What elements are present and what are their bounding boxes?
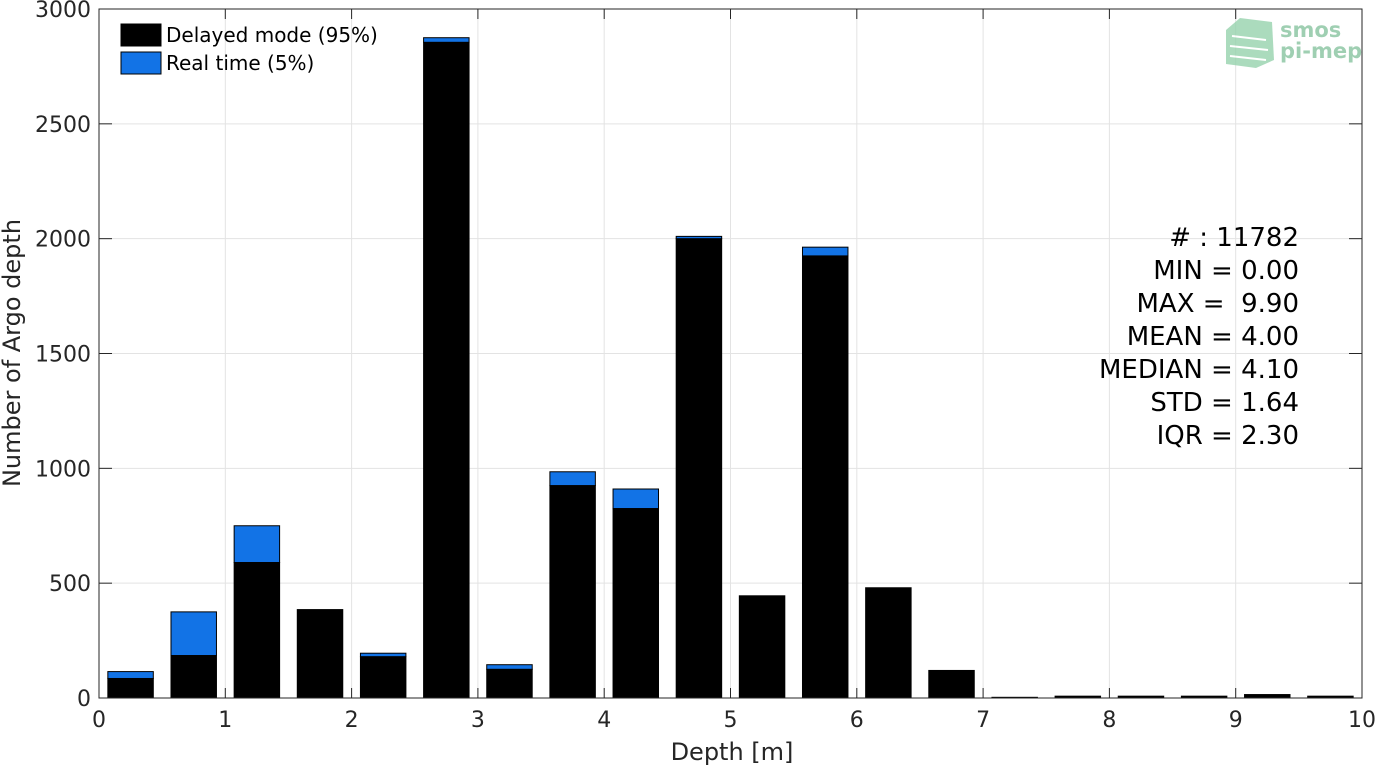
bar-delayed-mode — [486, 668, 533, 699]
smos-pimep-logo: smos pi-mep — [1226, 18, 1362, 68]
bar-real-time — [486, 664, 533, 670]
bar-real-time — [233, 525, 281, 563]
bar-real-time — [549, 471, 596, 487]
y-tick-label: 1000 — [35, 457, 91, 482]
x-tick-label: 6 — [850, 708, 864, 733]
x-tick-label: 1 — [218, 708, 232, 733]
x-tick-label: 10 — [1348, 708, 1376, 733]
stat-std: STD = 1.64 — [1150, 388, 1299, 418]
legend-swatch-realtime — [120, 51, 162, 75]
bar-real-time — [423, 37, 470, 43]
y-tick-label: 1500 — [35, 343, 91, 368]
legend-swatch-delayed — [120, 23, 162, 47]
y-tick-label: 3000 — [35, 0, 91, 23]
bar-delayed-mode — [423, 41, 470, 699]
stat-iqr: IQR = 2.30 — [1157, 421, 1299, 451]
y-tick-label: 500 — [49, 572, 91, 597]
logo-text-pimep: pi-mep — [1280, 39, 1362, 63]
x-tick-label: 0 — [92, 708, 106, 733]
y-tick-label: 2500 — [35, 113, 91, 138]
legend: Delayed mode (95%) Real time (5%) — [120, 23, 378, 75]
legend-label-delayed: Delayed mode (95%) — [166, 23, 378, 47]
bar-real-time — [359, 652, 407, 658]
bar-delayed-mode — [801, 255, 849, 699]
y-tick-label: 2000 — [35, 228, 91, 253]
bar-delayed-mode — [675, 238, 723, 699]
bar-delayed-mode — [738, 595, 786, 699]
x-tick-label: 5 — [724, 708, 738, 733]
bars-group — [107, 37, 1354, 699]
bar-real-time — [675, 235, 723, 240]
bar-real-time — [107, 671, 154, 679]
bar-delayed-mode — [928, 669, 975, 699]
x-axis-label: Depth [m] — [671, 738, 794, 766]
bar-delayed-mode — [296, 609, 344, 699]
stat-max: MAX = 9.90 — [1137, 289, 1300, 319]
bar-real-time — [801, 246, 849, 257]
bar-delayed-mode — [359, 656, 407, 699]
stat-count: # : 11782 — [1169, 223, 1299, 253]
x-tick-label: 3 — [471, 708, 485, 733]
bar-real-time — [612, 488, 660, 510]
bar-real-time — [170, 611, 217, 657]
stat-median: MEDIAN = 4.10 — [1099, 355, 1299, 385]
statistics-annotation: # : 11782 MIN = 0.00 MAX = 9.90 MEAN = 4… — [1099, 223, 1299, 451]
x-tick-label: 7 — [976, 708, 990, 733]
x-tick-label: 2 — [345, 708, 359, 733]
bar-delayed-mode — [107, 677, 154, 699]
bar-delayed-mode — [233, 561, 281, 699]
x-tick-label: 8 — [1102, 708, 1116, 733]
x-tick-labels: 0 1 2 3 4 5 6 7 8 9 10 — [92, 708, 1376, 733]
logo-mark-icon — [1226, 18, 1274, 68]
bar-delayed-mode — [170, 655, 217, 699]
stat-min: MIN = 0.00 — [1153, 256, 1299, 286]
bar-delayed-mode — [1244, 694, 1291, 699]
bar-delayed-mode — [865, 587, 912, 699]
x-tick-label: 9 — [1229, 708, 1243, 733]
tick-marks — [98, 8, 1363, 699]
x-tick-label: 4 — [597, 708, 611, 733]
y-axis-label: Number of Argo depth — [0, 219, 26, 487]
y-tick-labels: 0 500 1000 1500 2000 2500 3000 — [35, 0, 91, 712]
bar-delayed-mode — [549, 485, 596, 699]
bar-delayed-mode — [612, 508, 660, 699]
stat-mean: MEAN = 4.00 — [1127, 322, 1299, 352]
logo-text-smos: smos — [1280, 18, 1341, 42]
y-tick-label: 0 — [77, 687, 91, 712]
legend-label-realtime: Real time (5%) — [166, 51, 314, 75]
